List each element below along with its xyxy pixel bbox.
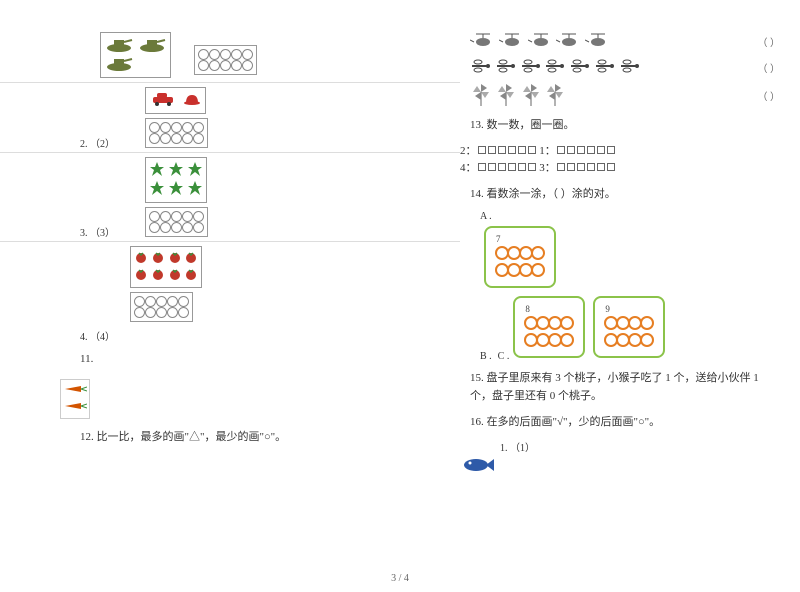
- pinwheel-icon: [544, 82, 566, 106]
- opt-b-num: 8: [525, 304, 573, 314]
- opt-a-label: A .: [480, 211, 780, 222]
- tank-icon: [104, 36, 134, 52]
- opt-b-label: B .: [480, 351, 492, 362]
- stars-box: [145, 157, 207, 203]
- tomato-icon: [151, 250, 165, 264]
- right-column: （ ） （ ） （: [400, 0, 800, 570]
- left-column: 2. （2） 3. （3）: [0, 0, 400, 570]
- tomatoes-box: [130, 246, 202, 288]
- helicopter-icon: [499, 30, 525, 50]
- dragonfly-icon: [619, 59, 641, 73]
- helicopter-row: （ ）: [470, 30, 780, 53]
- opt-a-num: 7: [496, 234, 544, 244]
- cars-box: [145, 87, 206, 114]
- item-2-label: 2. （2）: [80, 135, 115, 150]
- circle-grid-3a: [145, 118, 208, 148]
- q16-text: 在多的后面画"√"，少的后面画"○"。: [487, 416, 661, 428]
- helicopter-icon: [585, 30, 611, 50]
- q13-2-label: 2：: [460, 145, 477, 157]
- option-b[interactable]: 8: [513, 296, 585, 358]
- star-icon: [149, 180, 165, 196]
- carrot-icon: [63, 399, 87, 413]
- circle-grid-3b: [145, 207, 208, 237]
- tomato-icon: [168, 267, 182, 281]
- q12: 12. 比一比，最多的画"△"，最少的画"○"。: [80, 429, 380, 447]
- q14-num: 14.: [470, 188, 484, 200]
- q15-text: 盘子里原来有 3 个桃子，小猴子吃了 1 个，送给小伙伴 1 个，盘子里还有 0…: [470, 372, 759, 402]
- carrots-box: [60, 379, 90, 419]
- dragonfly-icon: [495, 59, 517, 73]
- carrot-icon: [63, 382, 87, 396]
- opt-c-label: C .: [498, 351, 510, 362]
- star-icon: [187, 161, 203, 177]
- q15-num: 15.: [470, 372, 484, 384]
- tomato-icon: [151, 267, 165, 281]
- q16-sub-label: 1. （1）: [500, 439, 780, 454]
- pinwheel-icon: [495, 82, 517, 106]
- helicopter-icon: [528, 30, 554, 50]
- q14: 14. 看数涂一涂，（ ）涂的对。: [470, 186, 780, 204]
- option-c[interactable]: 9: [593, 296, 665, 358]
- q13: 13. 数一数，圈一圈。: [470, 117, 780, 135]
- star-icon: [149, 161, 165, 177]
- dragonfly-icon: [569, 59, 591, 73]
- answer-blank[interactable]: （ ）: [758, 88, 781, 103]
- dragonfly-row: （ ）: [470, 59, 780, 76]
- page-footer: 3 / 4: [0, 573, 800, 584]
- dragonfly-icon: [520, 59, 542, 73]
- tank-icon: [104, 55, 134, 71]
- tomato-icon: [184, 267, 198, 281]
- q13-3-label: 3：: [539, 162, 556, 174]
- worksheet-page: 2. （2） 3. （3）: [0, 0, 800, 570]
- answer-blank[interactable]: （ ）: [758, 34, 781, 49]
- opt-c-num: 9: [605, 304, 653, 314]
- dragonfly-icon: [470, 59, 492, 73]
- q12-text: 比一比，最多的画"△"，最少的画"○"。: [97, 431, 287, 443]
- tomato-icon: [184, 250, 198, 264]
- q13-1-label: 1：: [539, 145, 556, 157]
- item-3-label: 3. （3）: [80, 224, 115, 239]
- tanks-row: [104, 55, 167, 74]
- pinwheel-icon: [520, 82, 542, 106]
- star-icon: [187, 180, 203, 196]
- car-icon: [149, 91, 179, 107]
- tanks-row: [104, 36, 167, 55]
- q16-num: 16.: [470, 416, 484, 428]
- helicopter-icon: [556, 30, 582, 50]
- q13-circles: 2： 1： 4： 3：: [460, 143, 780, 178]
- option-a[interactable]: 7: [484, 226, 556, 288]
- cap-icon: [182, 91, 202, 107]
- answer-blank[interactable]: （ ）: [758, 60, 781, 75]
- helicopter-icon: [470, 30, 496, 50]
- q13-4-label: 4：: [460, 162, 477, 174]
- star-icon: [168, 180, 184, 196]
- tanks-box: [100, 32, 171, 78]
- star-icon: [168, 161, 184, 177]
- q16: 16. 在多的后面画"√"，少的后面画"○"。: [470, 414, 780, 432]
- q14-text: 看数涂一涂，（ ）涂的对。: [487, 188, 616, 200]
- fish-icon: [460, 454, 494, 476]
- q11-num: 11.: [80, 351, 380, 369]
- tank-icon: [137, 36, 167, 52]
- pinwheel-row: （ ）: [470, 82, 780, 109]
- dragonfly-icon: [594, 59, 616, 73]
- tomato-icon: [134, 267, 148, 281]
- dragonfly-icon: [544, 59, 566, 73]
- circle-grid-2: [194, 45, 257, 75]
- circle-grid-4: [130, 292, 193, 322]
- q12-num: 12.: [80, 431, 94, 443]
- item-4-label: 4. （4）: [80, 328, 115, 343]
- q13-num: 13.: [470, 119, 484, 131]
- tomato-icon: [134, 250, 148, 264]
- pinwheel-icon: [470, 82, 492, 106]
- tomato-icon: [168, 250, 182, 264]
- q13-text: 数一数，圈一圈。: [487, 119, 575, 131]
- q15: 15. 盘子里原来有 3 个桃子，小猴子吃了 1 个，送给小伙伴 1 个，盘子里…: [470, 370, 780, 405]
